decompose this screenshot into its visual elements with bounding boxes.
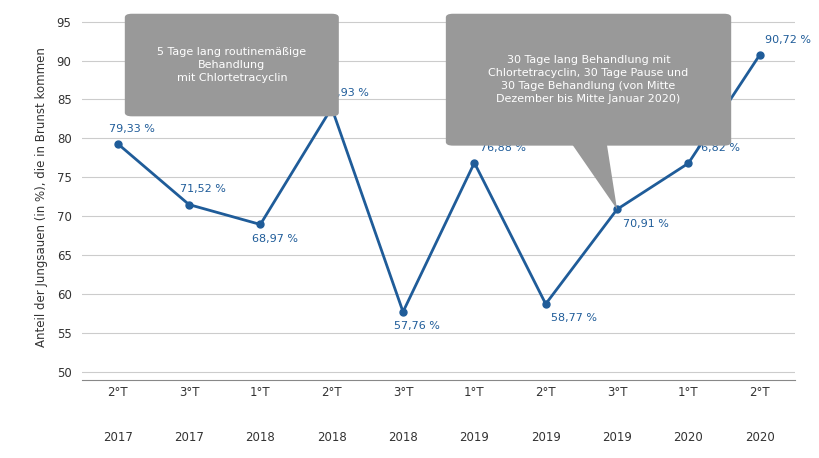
- Text: 2018: 2018: [387, 431, 418, 444]
- FancyBboxPatch shape: [446, 14, 731, 146]
- Text: 2017: 2017: [174, 431, 204, 444]
- Polygon shape: [214, 108, 331, 113]
- Text: 90,72 %: 90,72 %: [764, 35, 811, 45]
- Text: 58,77 %: 58,77 %: [550, 313, 597, 323]
- Text: 2019: 2019: [530, 431, 560, 444]
- Text: 2019: 2019: [601, 431, 631, 444]
- Y-axis label: Anteil der Jungsauen (in %), die in Brunst kommen: Anteil der Jungsauen (in %), die in Brun…: [35, 47, 48, 347]
- Text: 70,91 %: 70,91 %: [622, 219, 667, 229]
- Text: 57,76 %: 57,76 %: [394, 322, 440, 331]
- Text: 2018: 2018: [316, 431, 346, 444]
- FancyBboxPatch shape: [124, 14, 338, 116]
- Text: 5 Tage lang routinemäßige
Behandlung
mit Chlortetracyclin: 5 Tage lang routinemäßige Behandlung mit…: [157, 47, 306, 83]
- Text: 2019: 2019: [459, 431, 489, 444]
- Polygon shape: [570, 142, 617, 209]
- Text: 2017: 2017: [102, 431, 133, 444]
- Text: 2020: 2020: [672, 431, 703, 444]
- Text: 2018: 2018: [245, 431, 275, 444]
- Text: 83,93 %: 83,93 %: [323, 87, 369, 98]
- Text: 68,97 %: 68,97 %: [251, 234, 297, 244]
- Text: 79,33 %: 79,33 %: [109, 124, 155, 134]
- Text: 76,82 %: 76,82 %: [693, 143, 740, 153]
- Text: 76,88 %: 76,88 %: [479, 142, 526, 153]
- Text: 30 Tage lang Behandlung mit
Chlortetracyclin, 30 Tage Pause und
30 Tage Behandlu: 30 Tage lang Behandlung mit Chlortetracy…: [488, 55, 688, 104]
- Text: 71,52 %: 71,52 %: [180, 185, 226, 195]
- Text: 2020: 2020: [744, 431, 774, 444]
